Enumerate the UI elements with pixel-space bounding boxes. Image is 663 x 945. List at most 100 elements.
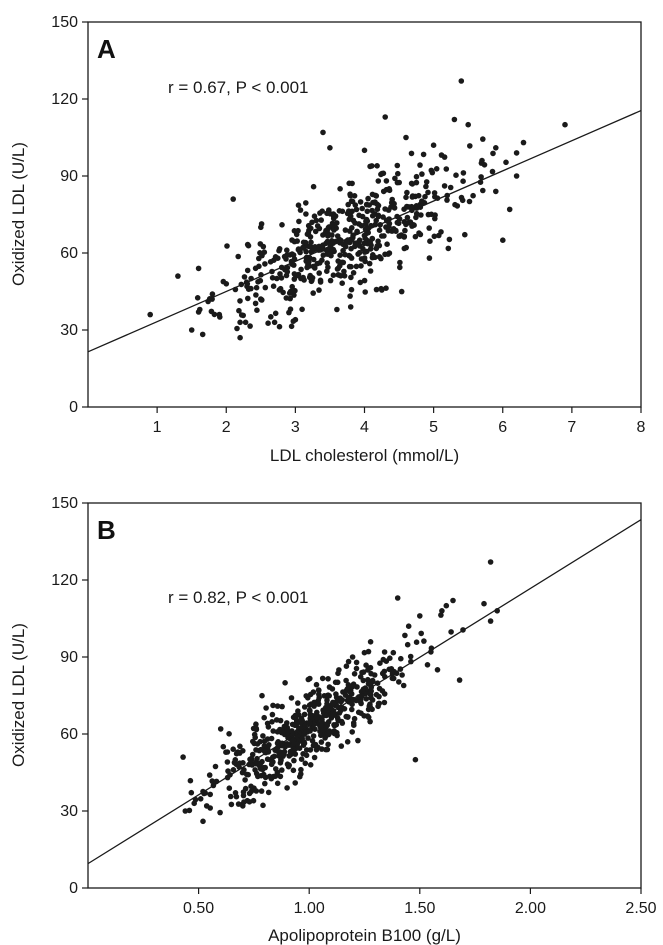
data-point (301, 711, 308, 718)
data-point (377, 660, 383, 666)
data-point (460, 170, 467, 176)
data-point (228, 801, 235, 808)
data-point (306, 227, 312, 234)
data-point (260, 733, 266, 739)
data-point (252, 300, 259, 307)
data-point (353, 659, 360, 666)
data-point (242, 777, 248, 783)
data-point (319, 675, 326, 682)
data-point (366, 260, 373, 267)
data-point (241, 799, 247, 805)
data-point (345, 685, 351, 691)
data-point (395, 170, 401, 177)
data-point (383, 285, 389, 292)
y-tick-label: 0 (69, 399, 78, 416)
data-point (318, 732, 324, 739)
data-point (470, 192, 476, 199)
data-point (345, 201, 352, 208)
data-point (315, 687, 322, 693)
data-point (408, 180, 415, 187)
data-point (343, 663, 350, 669)
x-tick-label: 3 (291, 419, 300, 436)
data-point (375, 238, 381, 244)
data-point (245, 771, 251, 778)
data-point (375, 178, 382, 184)
data-point (262, 284, 269, 291)
data-point (383, 178, 390, 184)
data-point (419, 198, 425, 204)
data-point (374, 163, 380, 169)
data-point (376, 227, 383, 233)
data-point (327, 277, 334, 284)
data-point (487, 559, 494, 565)
data-point (237, 298, 243, 304)
data-point (373, 286, 380, 293)
data-point (336, 667, 342, 673)
x-tick-label: 6 (498, 419, 507, 436)
data-point (298, 771, 304, 777)
y-tick-label: 0 (69, 880, 78, 897)
data-point (232, 790, 239, 796)
data-point (324, 722, 331, 729)
data-point (256, 747, 263, 754)
data-point (301, 731, 308, 737)
data-point (351, 193, 358, 199)
data-point (330, 222, 336, 228)
data-point (302, 239, 309, 246)
data-point (343, 677, 349, 684)
data-point (347, 293, 353, 299)
data-point (260, 802, 266, 809)
data-point (230, 767, 237, 773)
data-point (396, 216, 403, 222)
data-point (199, 331, 206, 338)
data-point (313, 681, 320, 688)
data-point (421, 638, 427, 644)
data-point (274, 703, 281, 709)
data-point (349, 208, 355, 215)
data-point (307, 728, 313, 734)
y-tick-label: 60 (60, 726, 78, 743)
data-point (252, 767, 258, 773)
data-point (450, 597, 456, 604)
data-point (307, 272, 314, 279)
data-point (334, 715, 341, 721)
data-point (209, 778, 215, 784)
data-point (217, 809, 223, 816)
data-point (364, 208, 371, 215)
data-point (465, 121, 472, 128)
regression-line (87, 519, 642, 865)
data-point (279, 767, 285, 773)
data-point (180, 754, 186, 760)
data-point (375, 213, 382, 220)
correlation-annotation: r = 0.67, P < 0.001 (168, 78, 309, 97)
data-point (466, 198, 473, 205)
data-point (295, 202, 302, 208)
data-point (257, 250, 263, 256)
data-point (279, 729, 286, 735)
data-point (224, 759, 231, 765)
data-point (315, 744, 321, 751)
data-point (320, 232, 326, 238)
data-point (360, 669, 367, 675)
data-point (380, 656, 387, 663)
data-point (446, 236, 453, 243)
y-tick-label: 90 (60, 168, 78, 185)
data-point (351, 671, 358, 677)
data-point (453, 172, 459, 178)
data-point (364, 218, 371, 224)
data-point (250, 738, 256, 745)
data-point (296, 218, 302, 225)
data-point (409, 223, 415, 229)
data-point (379, 233, 385, 239)
data-point (305, 676, 312, 683)
data-point (380, 214, 386, 220)
data-point (417, 162, 423, 168)
data-point (362, 289, 369, 295)
data-point (325, 676, 331, 682)
data-point (276, 246, 283, 252)
data-point (323, 746, 329, 753)
data-point (443, 166, 450, 172)
data-point (270, 283, 277, 290)
data-point (270, 702, 276, 709)
data-point (361, 147, 368, 154)
